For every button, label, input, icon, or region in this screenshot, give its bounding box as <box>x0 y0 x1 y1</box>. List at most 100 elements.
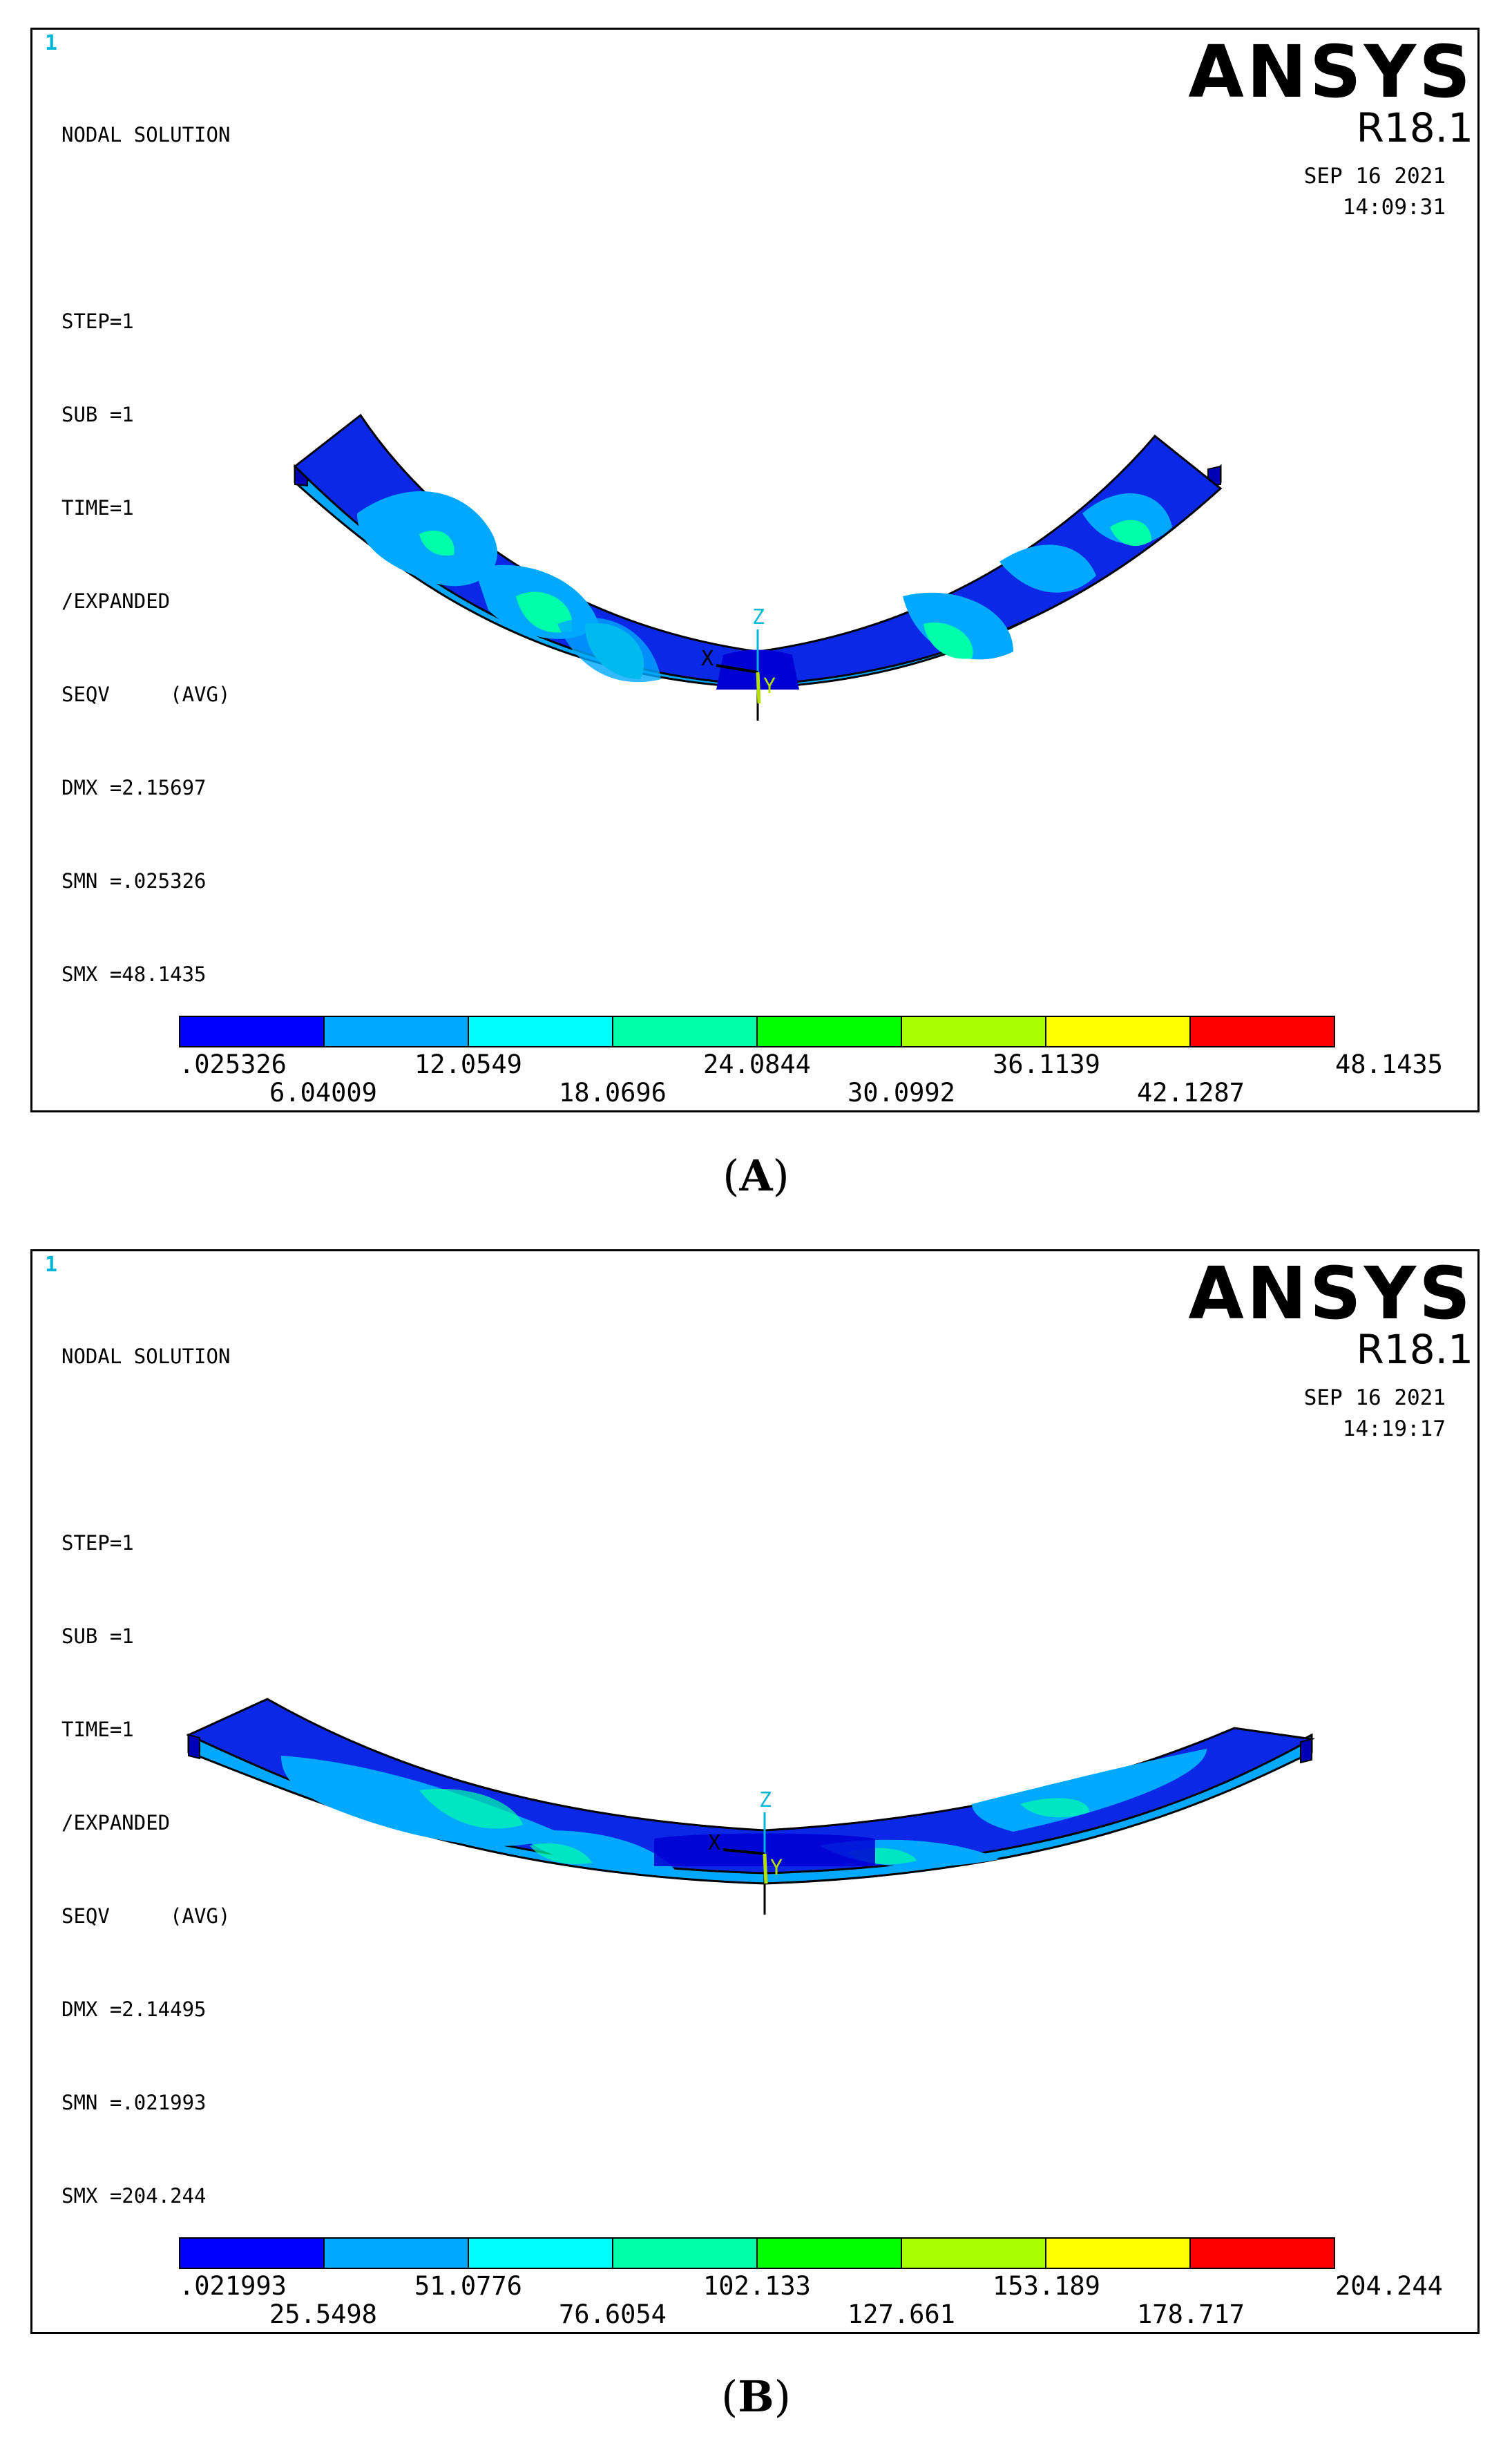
info-line: SMN =.025326 <box>61 869 207 893</box>
legend-value: 204.244 <box>1335 2271 1443 2301</box>
info-line: SUB =1 <box>61 1624 134 1648</box>
contour-patch <box>1110 520 1151 547</box>
info-line: SUB =1 <box>61 403 134 426</box>
caption-a: (A) <box>722 1150 790 1201</box>
caption-label: B <box>738 2371 774 2422</box>
info-line: STEP=1 <box>61 310 134 333</box>
legend-value: 48.1435 <box>1335 1050 1443 1079</box>
legend-value: 25.5498 <box>269 2299 377 2329</box>
legend-value: 42.1287 <box>1137 1078 1245 1108</box>
legend-swatch <box>325 2239 469 2268</box>
datetime: SEP 16 2021 14:09:31 <box>1304 161 1446 223</box>
legend-swatch <box>902 2239 1046 2268</box>
legend-swatch <box>469 1017 613 1046</box>
legend-swatch <box>469 2239 613 2268</box>
contour-patch <box>1082 493 1172 544</box>
contour-patch <box>419 530 454 556</box>
beam-stress-contour: Z X Y <box>186 1698 1315 1915</box>
legend-swatch <box>758 2239 902 2268</box>
legend-value: 102.133 <box>703 2271 811 2301</box>
z-axis-label: Z <box>752 605 765 629</box>
y-axis-label: Y <box>770 1856 783 1880</box>
ansys-logo: ANSYS <box>1188 30 1473 114</box>
x-axis-label: X <box>701 647 714 671</box>
info-line: TIME=1 <box>61 1718 134 1741</box>
legend-swatch <box>1046 2239 1191 2268</box>
x-axis-line <box>722 1848 765 1855</box>
legend-swatch <box>758 1017 902 1046</box>
info-line: STEP=1 <box>61 1531 134 1555</box>
caption-b: (B) <box>721 2371 791 2422</box>
info-line: DMX =2.14495 <box>61 1998 207 2021</box>
window-number: 1 <box>45 31 58 55</box>
beam-stress-contour: Z X Y <box>293 413 1223 721</box>
y-axis-line <box>756 672 761 704</box>
contour-patch <box>999 544 1096 593</box>
caption-label: A <box>739 1150 773 1201</box>
beam-end-face-right <box>1300 1738 1312 1764</box>
legend-value: 12.0549 <box>414 1050 522 1079</box>
contour-patch <box>557 618 661 683</box>
date-label: SEP 16 2021 <box>1303 164 1446 189</box>
info-line: NODAL SOLUTION <box>61 123 231 146</box>
contour-patch <box>903 592 1013 660</box>
beam-end-face-left <box>188 1734 200 1760</box>
date-label: SEP 16 2021 <box>1303 1385 1446 1410</box>
legend-value: 30.0992 <box>848 1078 955 1108</box>
window-number: 1 <box>45 1253 58 1277</box>
legend-value: .025326 <box>179 1050 287 1079</box>
info-line: DMX =2.15697 <box>61 776 207 799</box>
legend-swatch <box>613 2239 758 2268</box>
legend-swatch <box>180 1017 325 1046</box>
color-legend <box>179 2237 1335 2269</box>
contour-patch <box>1020 1798 1089 1818</box>
x-axis-line <box>716 664 758 674</box>
legend-swatch <box>1191 1017 1334 1046</box>
z-axis-label: Z <box>759 1788 772 1812</box>
info-line: /EXPANDED <box>61 589 171 613</box>
info-line: NODAL SOLUTION <box>61 1345 231 1368</box>
info-line: /EXPANDED <box>61 1811 171 1834</box>
legend-swatch <box>180 2239 325 2268</box>
legend-swatch <box>902 1017 1046 1046</box>
legend-value: 24.0844 <box>703 1050 811 1079</box>
version-label: R18.1 <box>1356 104 1473 151</box>
contour-patch <box>419 1789 523 1829</box>
brand-block: ANSYS R18.1 <box>1188 34 1473 150</box>
info-line: SEQV (AVG) <box>61 683 231 706</box>
version-label: R18.1 <box>1356 1326 1473 1373</box>
color-legend <box>179 1016 1335 1047</box>
legend-value: 178.717 <box>1137 2299 1245 2329</box>
legend-value: 6.04009 <box>269 1078 377 1108</box>
plot-panel-a: 1 NODAL SOLUTION STEP=1 SUB =1 TIME=1 /E… <box>30 28 1480 1112</box>
ansys-logo: ANSYS <box>1188 1251 1473 1336</box>
y-axis-label: Y <box>763 674 776 699</box>
legend-swatch <box>325 1017 469 1046</box>
datetime: SEP 16 2021 14:19:17 <box>1304 1383 1446 1445</box>
legend-value: 153.189 <box>993 2271 1100 2301</box>
info-line: SMX =204.244 <box>61 2184 207 2208</box>
info-line: SEQV (AVG) <box>61 1904 231 1928</box>
time-label: 14:19:17 <box>1342 1416 1446 1441</box>
legend-swatch <box>1046 1017 1191 1046</box>
contour-patch <box>530 1843 592 1865</box>
legend-value: 51.0776 <box>414 2271 522 2301</box>
y-axis-line <box>763 1853 768 1884</box>
brand-block: ANSYS R18.1 <box>1188 1255 1473 1372</box>
info-line: SMX =48.1435 <box>61 962 207 986</box>
solution-info: NODAL SOLUTION STEP=1 SUB =1 TIME=1 /EXP… <box>61 57 230 1052</box>
legend-swatch <box>613 1017 758 1046</box>
legend-swatch <box>1191 2239 1334 2268</box>
legend-value: .021993 <box>179 2271 287 2301</box>
info-line: SMN =.021993 <box>61 2091 207 2114</box>
x-axis-label: X <box>708 1831 720 1855</box>
solution-info: NODAL SOLUTION STEP=1 SUB =1 TIME=1 /EXP… <box>61 1279 230 2274</box>
legend-value: 18.0696 <box>559 1078 667 1108</box>
contour-patch <box>516 591 573 633</box>
legend-value: 76.6054 <box>559 2299 667 2329</box>
contour-patch <box>516 1830 675 1870</box>
plot-panel-b: 1 NODAL SOLUTION STEP=1 SUB =1 TIME=1 /E… <box>30 1249 1480 2334</box>
contour-patch <box>924 623 973 659</box>
info-line: TIME=1 <box>61 496 134 520</box>
time-label: 14:09:31 <box>1342 195 1446 220</box>
